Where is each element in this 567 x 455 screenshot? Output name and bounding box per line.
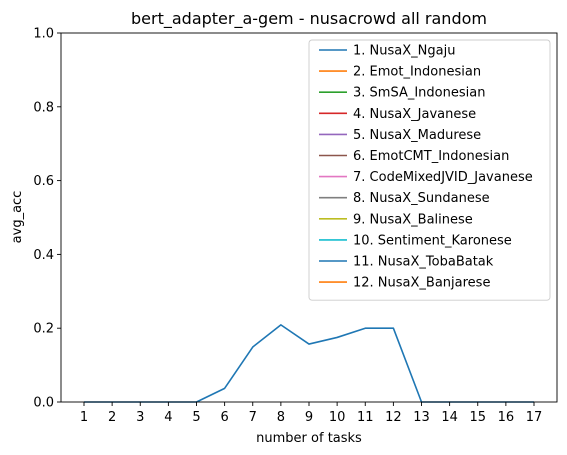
- x-tick-label: 4: [164, 410, 172, 425]
- x-axis-title: number of tasks: [256, 431, 362, 446]
- legend-label-1: 1. NusaX_Ngaju: [353, 44, 455, 59]
- x-tick-label: 12: [385, 410, 402, 425]
- x-tick-label: 11: [357, 410, 374, 425]
- x-tick-label: 13: [413, 410, 430, 425]
- legend-label-3: 3. SmSA_Indonesian: [353, 86, 485, 101]
- legend-label-8: 8. NusaX_Sundanese: [353, 191, 490, 206]
- x-tick-label: 3: [136, 410, 144, 425]
- y-axis: 0.0 0.2 0.4 0.6 0.8 1.0: [33, 27, 61, 411]
- x-tick-label: 5: [192, 410, 200, 425]
- x-tick-label: 14: [441, 410, 458, 425]
- y-tick-label: 0.0: [33, 396, 54, 411]
- x-tick-label: 1: [80, 410, 88, 425]
- legend-label-5: 5. NusaX_Madurese: [353, 128, 481, 143]
- chart-title: bert_adapter_a-gem - nusacrowd all rando…: [131, 9, 487, 29]
- x-tick-label: 15: [469, 410, 486, 425]
- x-tick-label: 10: [329, 410, 346, 425]
- legend-label-6: 6. EmotCMT_Indonesian: [353, 149, 509, 164]
- legend-label-12: 12. NusaX_Banjarese: [353, 276, 490, 291]
- y-tick-label: 0.6: [33, 174, 54, 189]
- legend-label-7: 7. CodeMixedJVID_Javanese: [353, 170, 533, 185]
- legend-label-10: 10. Sentiment_Karonese: [353, 233, 512, 248]
- x-axis: 1 2 3 4 5 6 7 8 9 10 11 12 13 14 15 16 17: [80, 402, 542, 425]
- y-axis-title: avg_acc: [10, 191, 25, 244]
- legend-label-2: 2. Emot_Indonesian: [353, 65, 481, 80]
- x-tick-label: 7: [249, 410, 257, 425]
- x-tick-label: 9: [305, 410, 313, 425]
- x-tick-label: 8: [277, 410, 285, 425]
- legend: 1. NusaX_Ngaju 2. Emot_Indonesian 3. SmSA_…: [308, 39, 551, 301]
- legend-label-4: 4. NusaX_Javanese: [353, 107, 476, 122]
- legend-box: [308, 39, 551, 301]
- x-tick-label: 17: [526, 410, 543, 425]
- x-tick-label: 6: [220, 410, 228, 425]
- y-tick-label: 1.0: [33, 27, 54, 42]
- legend-label-9: 9. NusaX_Balinese: [353, 212, 473, 227]
- y-tick-label: 0.8: [33, 100, 54, 115]
- y-tick-label: 0.4: [33, 248, 54, 263]
- legend-label-11: 11. NusaX_TobaBatak: [353, 255, 494, 270]
- y-tick-label: 0.2: [33, 322, 54, 337]
- x-tick-label: 16: [498, 410, 515, 425]
- x-tick-label: 2: [108, 410, 116, 425]
